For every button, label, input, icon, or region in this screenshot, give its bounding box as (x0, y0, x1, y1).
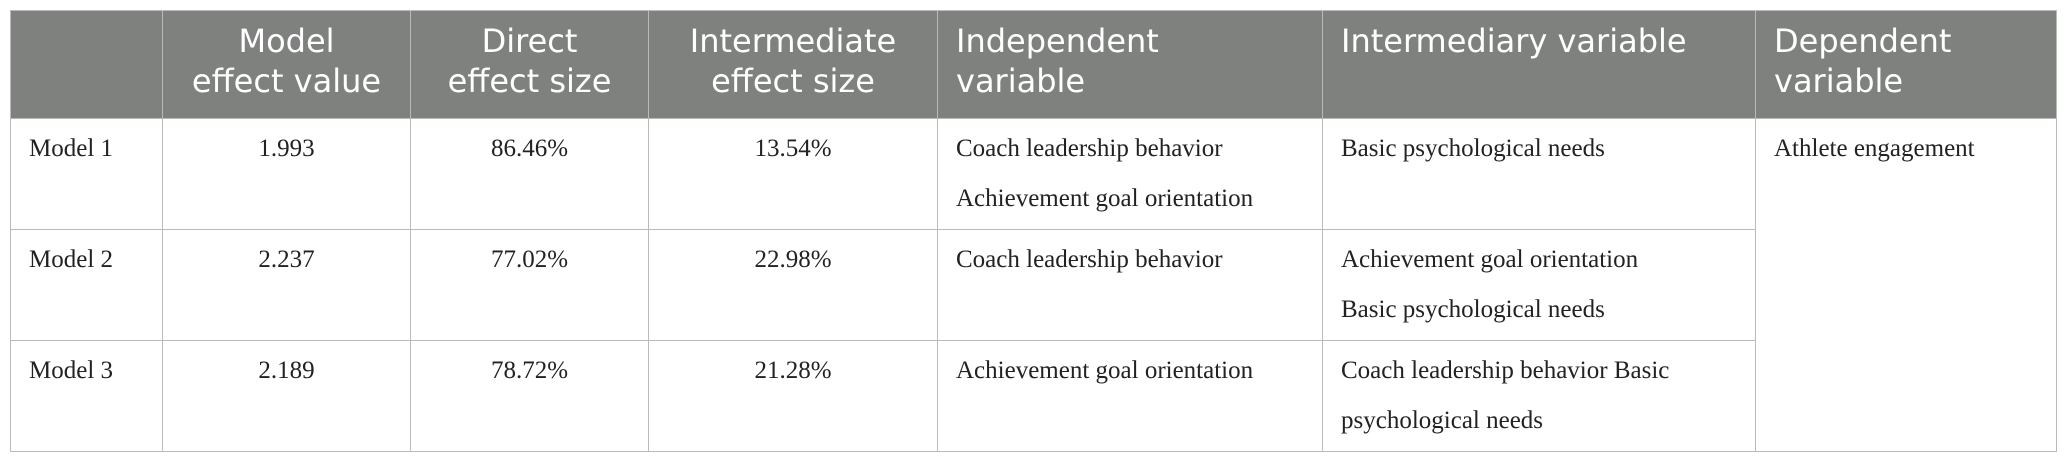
cell-line: Direct (481, 22, 578, 60)
table-row: Model 2 2.237 77.02% 22.98% Coach leadership… (10, 229, 2057, 341)
table-cell: 86.46% (410, 118, 649, 230)
cell-line: effect size (447, 62, 612, 100)
cell-line: Intermediary variable (1341, 22, 1687, 60)
header-cell: Intermediary variable (1322, 10, 1756, 119)
cell-line: Coach leadership behavior Basic psycholo… (1341, 357, 1670, 434)
table-row: Model 1 1.993 86.46% 13.54% Coach leadership… (10, 118, 2057, 452)
cell-line: effect size (711, 62, 875, 100)
header-cell: Model effect value (162, 10, 411, 119)
table-cell: 13.54% (648, 118, 938, 230)
header-cell: Intermediate effect size (648, 10, 938, 119)
cell-line: Achievement goal orientation (1341, 246, 1639, 273)
table-cell: Coach leadership behavior Basic psycholo… (1322, 340, 1756, 452)
table-cell: 78.72% (410, 340, 649, 452)
table-cell: 1.993 (162, 118, 411, 230)
table-cell: 2.237 (162, 229, 411, 341)
table-cell: 22.98% (648, 229, 938, 341)
cell-line: variable (956, 62, 1086, 100)
results-table: Model effect value Direct effect size Interm… (10, 10, 2057, 452)
table-cell: 77.02% (410, 229, 649, 341)
header-cell: Independent variable (937, 10, 1323, 119)
table-cell: Basic psychological needs (1322, 118, 1756, 230)
cell-line: variable (1774, 62, 1904, 100)
cell-line: Coach leadership behavior (956, 135, 1223, 162)
header-cell (10, 10, 163, 119)
table-row: Model 3 2.189 78.72% 21.28% Achievement goal… (10, 340, 2057, 452)
table-cell: Achievement goal orientation (937, 340, 1323, 452)
table-cell: Achievement goal orientation Basic psycho… (1322, 229, 1756, 341)
table-cell: Coach leadership behavior Achievement goa… (937, 118, 1323, 230)
header-cell: Direct effect size (410, 10, 649, 119)
table-body: Model 1 1.993 86.46% 13.54% Coach leadership… (10, 118, 2057, 452)
cell-line: Independent (956, 22, 1159, 60)
cell-line: Intermediate (689, 22, 897, 60)
table-cell: Model 2 (10, 229, 163, 341)
table-cell: Model 3 (10, 340, 163, 452)
table-cell: 21.28% (648, 340, 938, 452)
cell-line: effect value (191, 62, 382, 100)
cell-line: Model (238, 22, 335, 60)
cell-line: Achievement goal orientation (956, 357, 1254, 384)
header-row: Model effect value Direct effect size Interm… (10, 10, 2057, 119)
cell-line: Basic psychological needs (1341, 135, 1605, 162)
table-cell: Coach leadership behavior (937, 229, 1323, 341)
header-cell: Dependent variable (1755, 10, 2057, 119)
cell-line: Dependent (1774, 22, 1952, 60)
table-cell: 2.189 (162, 340, 411, 452)
cell-line: Achievement goal orientation (956, 185, 1254, 212)
cell-line: Coach leadership behavior (956, 246, 1223, 273)
table-cell: Model 1 (10, 118, 163, 230)
cell-line: Basic psychological needs (1341, 296, 1605, 323)
dependent-cell: Athlete engagement (1755, 118, 2057, 452)
